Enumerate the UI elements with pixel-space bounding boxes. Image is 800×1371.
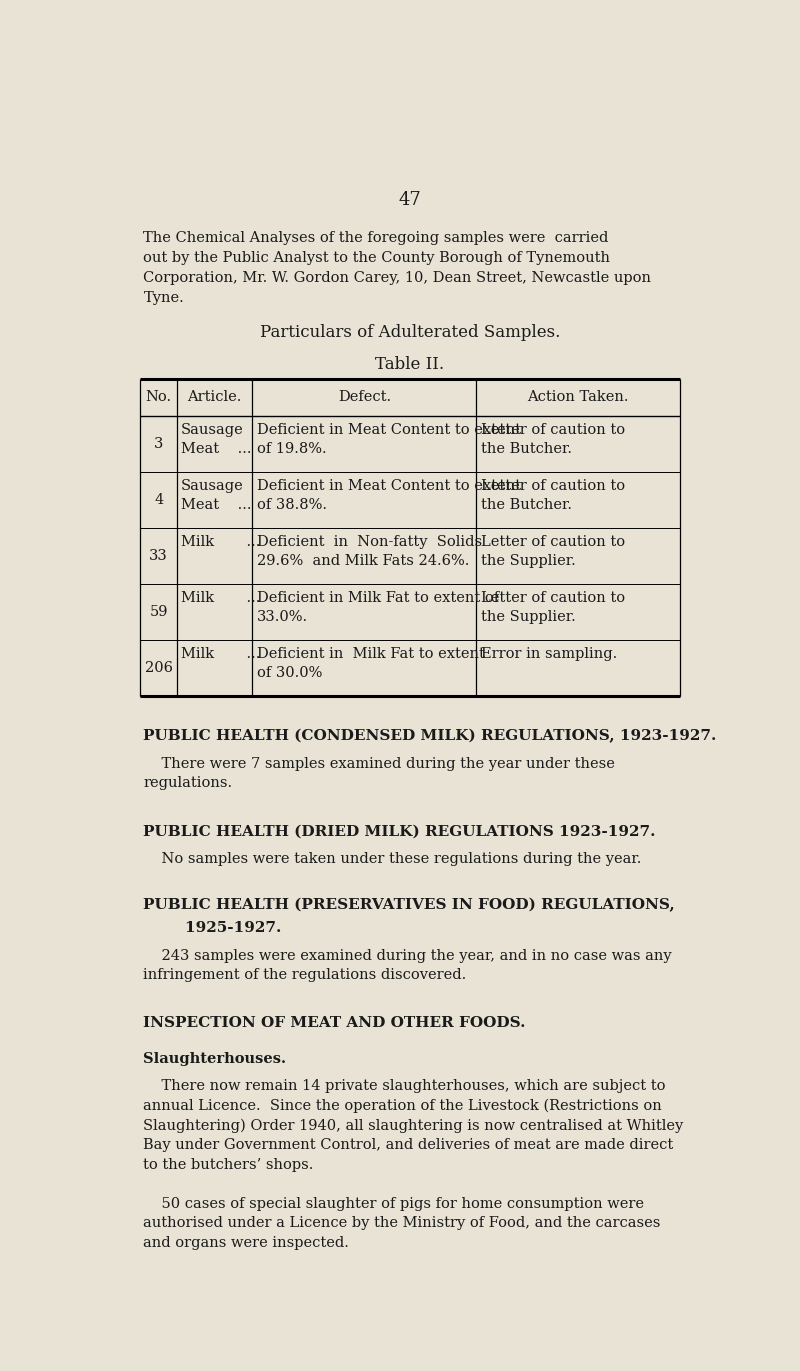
Text: Deficient in  Milk Fat to extent
of 30.0%: Deficient in Milk Fat to extent of 30.0% bbox=[257, 647, 485, 680]
Text: Letter of caution to
the Supplier.: Letter of caution to the Supplier. bbox=[481, 591, 625, 624]
Text: 243 samples were examined during the year, and in no case was any
infringement o: 243 samples were examined during the yea… bbox=[143, 949, 672, 983]
Text: Milk       ...: Milk ... bbox=[181, 535, 260, 548]
Text: Table II.: Table II. bbox=[375, 355, 445, 373]
Text: Deficient in Milk Fat to extent of
33.0%.: Deficient in Milk Fat to extent of 33.0%… bbox=[257, 591, 499, 624]
Text: Milk       ...: Milk ... bbox=[181, 591, 260, 605]
Text: Milk       ...: Milk ... bbox=[181, 647, 260, 661]
Text: There now remain 14 private slaughterhouses, which are subject to
annual Licence: There now remain 14 private slaughterhou… bbox=[143, 1079, 684, 1250]
Text: No samples were taken under these regulations during the year.: No samples were taken under these regula… bbox=[143, 851, 642, 865]
Text: The Chemical Analyses of the foregoing samples were  carried
out by the Public A: The Chemical Analyses of the foregoing s… bbox=[143, 232, 651, 306]
Text: Slaughterhouses.: Slaughterhouses. bbox=[143, 1053, 286, 1067]
Text: PUBLIC HEALTH (CONDENSED MILK) REGULATIONS, 1923-1927.: PUBLIC HEALTH (CONDENSED MILK) REGULATIO… bbox=[143, 729, 717, 743]
Text: No.: No. bbox=[146, 391, 172, 404]
Text: Action Taken.: Action Taken. bbox=[527, 391, 629, 404]
Text: Error in sampling.: Error in sampling. bbox=[481, 647, 617, 661]
Text: 1925-1927.: 1925-1927. bbox=[143, 921, 282, 935]
Text: 3: 3 bbox=[154, 437, 163, 451]
Text: PUBLIC HEALTH (DRIED MILK) REGULATIONS 1923-1927.: PUBLIC HEALTH (DRIED MILK) REGULATIONS 1… bbox=[143, 824, 656, 838]
Text: Sausage
Meat    ...: Sausage Meat ... bbox=[181, 424, 251, 457]
Text: Letter of caution to
the Butcher.: Letter of caution to the Butcher. bbox=[481, 424, 625, 457]
Text: Particulars of Adulterated Samples.: Particulars of Adulterated Samples. bbox=[260, 324, 560, 341]
Text: Letter of caution to
the Butcher.: Letter of caution to the Butcher. bbox=[481, 478, 625, 511]
Text: 4: 4 bbox=[154, 492, 163, 507]
Text: INSPECTION OF MEAT AND OTHER FOODS.: INSPECTION OF MEAT AND OTHER FOODS. bbox=[143, 1016, 526, 1031]
Text: 33: 33 bbox=[150, 548, 168, 562]
Text: Article.: Article. bbox=[187, 391, 242, 404]
Text: 59: 59 bbox=[150, 605, 168, 618]
Text: 206: 206 bbox=[145, 661, 173, 675]
Text: Defect.: Defect. bbox=[338, 391, 391, 404]
Text: 47: 47 bbox=[398, 191, 422, 208]
Text: Letter of caution to
the Supplier.: Letter of caution to the Supplier. bbox=[481, 535, 625, 568]
Text: Deficient  in  Non-fatty  Solids
29.6%  and Milk Fats 24.6%.: Deficient in Non-fatty Solids 29.6% and … bbox=[257, 535, 482, 568]
Text: There were 7 samples examined during the year under these
regulations.: There were 7 samples examined during the… bbox=[143, 757, 615, 790]
Text: Deficient in Meat Content to extent
of 19.8%.: Deficient in Meat Content to extent of 1… bbox=[257, 424, 521, 457]
Text: Deficient in Meat Content to extent
of 38.8%.: Deficient in Meat Content to extent of 3… bbox=[257, 478, 521, 511]
Text: PUBLIC HEALTH (PRESERVATIVES IN FOOD) REGULATIONS,: PUBLIC HEALTH (PRESERVATIVES IN FOOD) RE… bbox=[143, 898, 675, 913]
Text: Sausage
Meat    ...: Sausage Meat ... bbox=[181, 478, 251, 511]
